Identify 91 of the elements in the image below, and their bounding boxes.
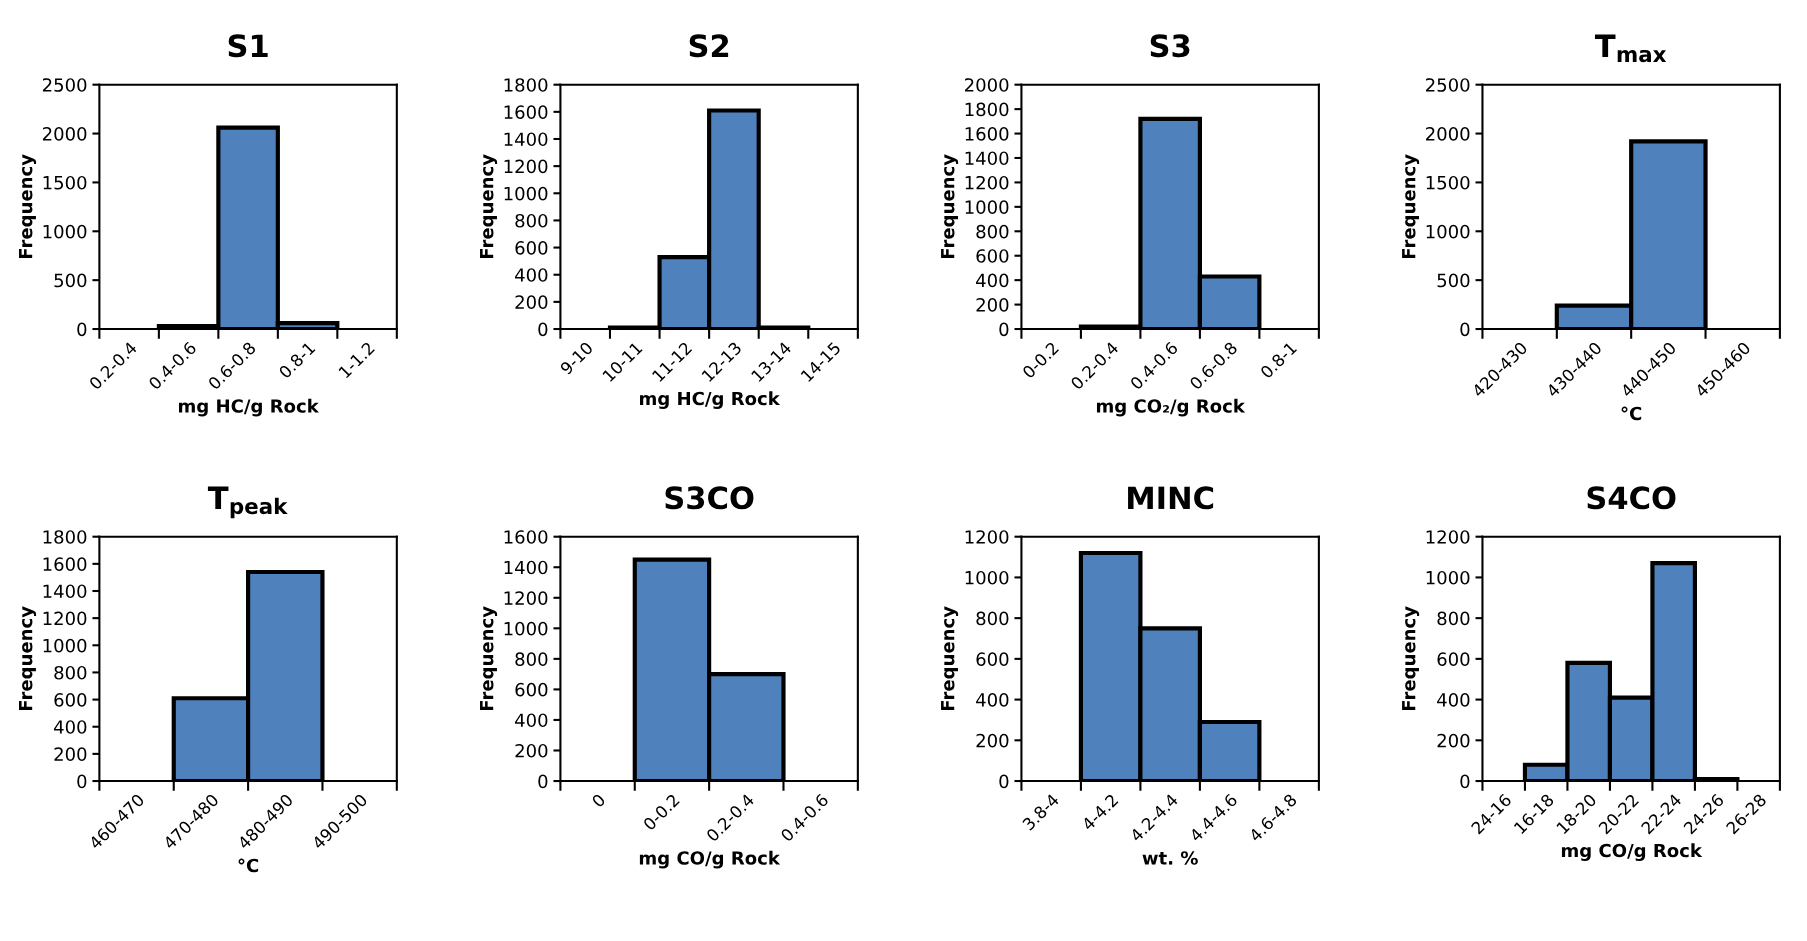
y-tick-label: 1000 (43, 224, 87, 239)
x-axis-title: mg HC/g Rock (640, 391, 781, 409)
x-axis-title: mg CO/g Rock (639, 850, 781, 869)
y-tick-label: 2000 (42, 127, 87, 141)
x-axis-title: mg CO₂/g Rock (1096, 398, 1246, 417)
y-tick-label: 1200 (504, 159, 548, 174)
chart-title: S1 (228, 34, 268, 58)
y-tick-label: 1600 (504, 530, 548, 544)
y-tick-label: 1600 (43, 557, 87, 571)
y-tick-label: 1200 (965, 175, 1009, 190)
y-tick-label: 600 (515, 682, 548, 697)
y-tick-label: 1400 (965, 151, 1009, 166)
y-tick-label: 1800 (965, 102, 1009, 117)
y-tick-label: 400 (1437, 693, 1470, 707)
y-tick-label: 1400 (504, 560, 548, 575)
y-tick-label: 1000 (1426, 570, 1470, 585)
y-tick-label: 2000 (1426, 127, 1470, 141)
chart-title: S3 (1150, 34, 1190, 58)
y-tick-label: 400 (515, 713, 548, 728)
y-tick-label: 1200 (43, 611, 87, 626)
y-tick-label: 1000 (504, 621, 548, 636)
y-tick-label: 400 (976, 693, 1009, 707)
y-tick-label: 200 (1437, 733, 1470, 748)
chart-title: T$_{peak}$ (207, 486, 288, 519)
y-tick-label: 400 (515, 268, 548, 282)
y-tick-label: 1600 (965, 127, 1009, 141)
y-tick-label: 600 (515, 241, 548, 255)
y-axis-title: Frequency (1402, 154, 1420, 259)
y-tick-label: 0 (538, 322, 548, 337)
y-tick-label: 1600 (504, 105, 548, 119)
x-axis-title: °C (1621, 406, 1642, 421)
y-tick-label: 2500 (1426, 78, 1470, 92)
y-axis-title: Frequency (941, 606, 959, 711)
y-tick-label: 600 (976, 652, 1009, 666)
y-tick-label: 200 (976, 298, 1009, 312)
y-tick-label: 1200 (1426, 530, 1470, 544)
y-axis-title: Frequency (480, 154, 498, 259)
y-tick-label: 0 (77, 774, 87, 789)
y-tick-label: 1500 (43, 175, 87, 190)
chart-title: S4CO (1587, 486, 1676, 510)
y-tick-label: 500 (54, 273, 87, 288)
y-tick-label: 500 (1437, 273, 1470, 288)
y-axis-title: Frequency (941, 154, 959, 259)
chart-title: S2 (689, 34, 729, 58)
y-tick-label: 600 (54, 693, 87, 707)
y-tick-label: 800 (976, 224, 1009, 239)
y-tick-label: 1400 (504, 132, 548, 147)
y-tick-label: 1200 (965, 530, 1009, 544)
y-tick-label: 0 (999, 322, 1009, 337)
x-tick-label: 0 (591, 793, 606, 808)
y-tick-label: 200 (976, 733, 1009, 748)
y-tick-label: 800 (976, 611, 1009, 626)
y-tick-label: 0 (1460, 322, 1470, 337)
y-tick-label: 0 (1460, 774, 1470, 789)
y-tick-label: 800 (54, 665, 87, 680)
y-tick-label: 1000 (965, 200, 1009, 214)
y-tick-label: 1000 (965, 570, 1009, 585)
y-tick-label: 1800 (43, 530, 87, 544)
chart-title: S3CO (665, 486, 754, 510)
y-tick-label: 800 (1437, 611, 1470, 626)
y-tick-label: 0 (77, 322, 87, 337)
y-tick-label: 1200 (504, 591, 548, 605)
y-tick-label: 1500 (1426, 175, 1470, 190)
y-tick-label: 800 (515, 652, 548, 666)
x-axis-title: mg CO/g Rock (1561, 843, 1703, 861)
y-tick-label: 400 (54, 720, 87, 734)
y-tick-label: 200 (515, 295, 548, 309)
y-tick-label: 400 (976, 273, 1009, 288)
x-axis-title: °C (238, 858, 259, 873)
y-tick-label: 200 (515, 743, 548, 758)
y-axis-title: Frequency (1402, 606, 1420, 711)
y-tick-label: 600 (1437, 652, 1470, 666)
chart-title: T$_{max}$ (1594, 34, 1667, 63)
y-tick-label: 1000 (43, 638, 87, 653)
y-axis-title: Frequency (480, 606, 498, 711)
y-tick-label: 800 (515, 213, 548, 228)
y-axis-title: Frequency (19, 154, 37, 259)
y-tick-label: 1400 (43, 584, 87, 599)
y-tick-label: 2000 (965, 78, 1009, 92)
x-axis-title: wt. % (1142, 851, 1198, 865)
x-axis-title: mg HC/g Rock (179, 398, 320, 417)
y-tick-label: 1000 (504, 186, 548, 201)
y-tick-label: 0 (999, 774, 1009, 789)
y-tick-label: 2500 (42, 78, 87, 92)
y-tick-label: 1000 (1426, 224, 1470, 239)
y-tick-label: 200 (54, 747, 87, 761)
chart-title: MINC (1128, 486, 1214, 510)
y-tick-label: 0 (538, 774, 548, 789)
y-axis-title: Frequency (19, 606, 37, 711)
y-tick-label: 600 (976, 249, 1009, 263)
y-tick-label: 1800 (504, 78, 548, 92)
